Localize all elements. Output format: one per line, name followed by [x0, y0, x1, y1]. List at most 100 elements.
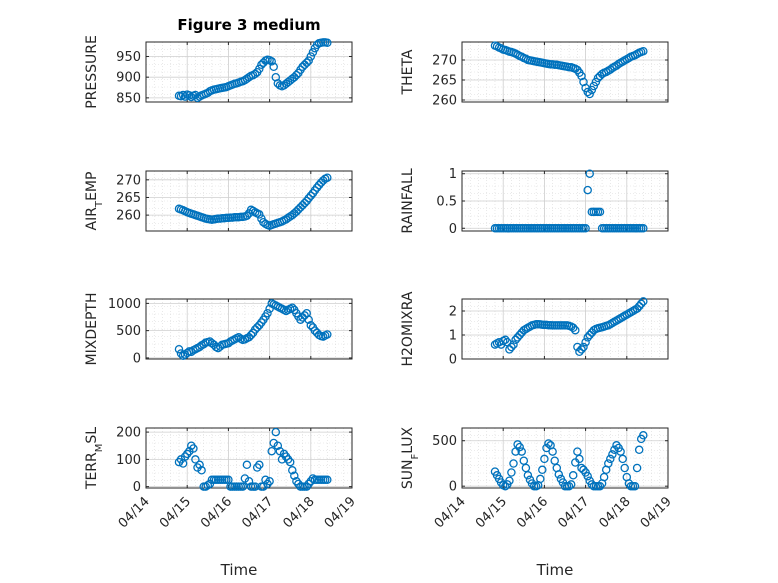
y-axis-label: RAINFALL	[400, 168, 416, 233]
axes-box	[461, 41, 669, 103]
data-point	[252, 323, 262, 332]
axes-box	[145, 170, 353, 232]
data-point	[238, 482, 248, 491]
data-point	[501, 335, 510, 345]
data-point	[575, 454, 584, 464]
y-tick-label: 270	[116, 173, 141, 188]
y-axis-label: THETA	[400, 49, 416, 95]
data-point	[639, 46, 648, 56]
data-point	[519, 456, 529, 465]
data-point	[634, 301, 644, 311]
x-axis-label: Time	[536, 561, 574, 579]
data-points	[490, 169, 648, 233]
x-tick-label: 04/19	[638, 494, 675, 531]
data-point	[501, 481, 510, 491]
data-point	[573, 342, 582, 352]
data-point	[581, 337, 590, 347]
data-point	[591, 77, 601, 87]
data-point	[583, 185, 592, 195]
data-point	[507, 342, 516, 352]
data-point	[554, 470, 564, 479]
x-tick-label: 04/17	[555, 494, 592, 531]
data-point	[283, 213, 293, 223]
data-point	[244, 476, 254, 486]
data-point	[639, 431, 648, 440]
data-point	[255, 210, 264, 219]
axes-box	[461, 427, 669, 489]
data-points	[174, 38, 332, 103]
y-tick-label: 0	[449, 222, 457, 237]
data-point	[290, 471, 299, 480]
y-tick-label: 0	[133, 480, 141, 495]
data-point	[515, 330, 524, 340]
data-point	[618, 454, 627, 464]
data-point	[271, 427, 281, 437]
data-point	[265, 476, 274, 486]
y-tick-label: 265	[432, 74, 457, 89]
figure-title: Figure 3 medium	[177, 16, 320, 34]
x-tick-label: 04/18	[597, 494, 634, 531]
x-tick-label: 04/16	[198, 494, 235, 531]
data-point	[308, 474, 318, 483]
y-tick-label: 850	[116, 91, 141, 106]
y-tick-label: 270	[432, 54, 457, 69]
data-points	[490, 431, 648, 491]
data-point	[242, 211, 252, 221]
data-point	[517, 447, 526, 456]
data-point	[548, 447, 557, 456]
y-tick-label: 0	[449, 353, 457, 368]
data-point	[585, 89, 594, 99]
data-point	[308, 48, 318, 57]
data-point	[538, 465, 547, 475]
data-point	[185, 91, 194, 100]
data-point	[575, 347, 584, 357]
y-tick-label: 900	[116, 71, 141, 86]
data-point	[636, 299, 646, 309]
data-point	[583, 87, 592, 97]
subplot-grid: 850 900 950 PRESSURE 260 265 270 THETA 260 265 270…	[84, 35, 675, 579]
data-point	[587, 85, 597, 95]
subplot-mixdepth: 0 500 1000 MIXDEPTH	[84, 293, 353, 366]
data-point	[566, 480, 576, 489]
data-point	[606, 454, 615, 464]
data-point	[571, 325, 580, 335]
data-point	[191, 455, 200, 464]
data-point	[197, 466, 206, 475]
data-point	[267, 57, 276, 66]
data-point	[203, 481, 213, 490]
data-point	[174, 344, 184, 354]
data-point	[540, 454, 549, 464]
subplot-pressure: 850 900 950 PRESSURE	[84, 35, 353, 109]
axes-box	[461, 298, 669, 360]
data-point	[581, 224, 590, 233]
data-point	[505, 476, 514, 485]
x-tick-label: 04/18	[281, 494, 318, 531]
data-point	[523, 471, 533, 480]
data-point	[314, 180, 324, 190]
data-point	[273, 441, 283, 450]
data-point	[176, 349, 186, 358]
data-point	[585, 330, 594, 340]
x-tick-label: 04/19	[322, 494, 359, 531]
axes-box	[145, 427, 353, 489]
data-point	[585, 169, 594, 178]
data-point	[255, 460, 264, 470]
subplot-terr-msl: 0 100 200 TERRMSL 04/14 04/15 04/16 04/17 04/18 0…	[84, 426, 359, 579]
data-point	[513, 333, 522, 342]
x-tick-label: 04/17	[239, 494, 276, 531]
data-point	[250, 69, 260, 79]
data-point	[267, 446, 276, 456]
data-point	[639, 297, 648, 306]
data-point	[180, 92, 190, 101]
data-point	[246, 330, 256, 340]
data-point	[263, 308, 272, 318]
data-points	[174, 427, 332, 491]
y-tick-label: 950	[116, 50, 141, 65]
data-point	[288, 466, 297, 475]
data-point	[630, 481, 640, 491]
data-point	[306, 52, 316, 61]
x-axis-label: Time	[220, 561, 258, 579]
data-point	[242, 460, 252, 470]
data-point	[300, 198, 309, 208]
axes-box	[145, 298, 353, 360]
